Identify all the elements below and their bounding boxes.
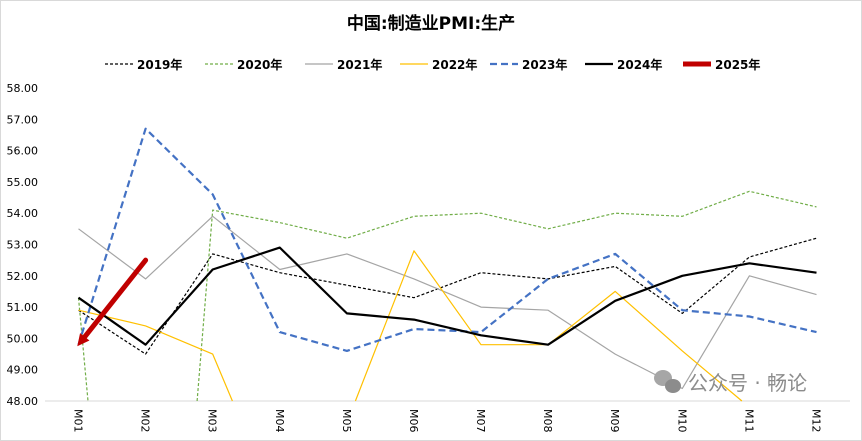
- y-tick-label: 58.00: [7, 82, 39, 95]
- x-tick-label: M03: [206, 409, 219, 433]
- x-tick-label: M01: [72, 409, 85, 433]
- y-tick-label: 49.00: [7, 364, 39, 377]
- series-line: [82, 257, 149, 340]
- x-tick-label: M08: [541, 409, 554, 433]
- series-line: [354, 250, 743, 402]
- wechat-icon: [654, 370, 681, 393]
- y-tick-label: 48.00: [7, 395, 39, 408]
- series-2024年: [77, 246, 817, 346]
- watermark-text: 公众号 · 畅论: [688, 371, 807, 395]
- x-tick-label: M02: [139, 409, 152, 433]
- legend-label: 2019年: [137, 57, 182, 72]
- legend-item: 2025年: [683, 57, 760, 72]
- y-tick-label: 57.00: [7, 113, 39, 126]
- series-2020年: [77, 190, 817, 402]
- series-lines: [77, 127, 817, 402]
- x-tick-label: M07: [474, 409, 487, 433]
- series-line: [78, 309, 233, 402]
- chart-title: 中国:制造业PMI:生产: [347, 13, 515, 34]
- series-2023年: [77, 127, 817, 352]
- legend-label: 2020年: [237, 57, 282, 72]
- legend: 2019年 2020年 2021年 2022年 2023年 2024年 2025年: [105, 57, 760, 72]
- series-2019年: [78, 237, 817, 355]
- y-tick-label: 50.00: [7, 332, 39, 345]
- arrow-head: [77, 333, 90, 347]
- x-tick-label: M05: [340, 409, 353, 433]
- y-axis: 48.00 49.00 50.00 51.00 52.00 53.00 54.00 55.00…: [7, 82, 39, 408]
- y-tick-label: 55.00: [7, 176, 39, 189]
- series-line: [78, 215, 817, 390]
- series-2021年: [78, 215, 817, 390]
- series-line: [196, 190, 817, 402]
- legend-label: 2022年: [432, 57, 477, 72]
- legend-item: 2019年: [105, 57, 182, 72]
- legend-item: 2024年: [585, 57, 662, 72]
- series-line: [77, 246, 817, 346]
- plot-area: [77, 127, 817, 402]
- legend-item: 2022年: [400, 57, 477, 72]
- legend-item: 2023年: [490, 57, 567, 72]
- legend-label: 2024年: [617, 57, 662, 72]
- legend-label: 2025年: [715, 57, 760, 72]
- x-tick-label: M09: [608, 409, 621, 433]
- x-tick-label: M12: [809, 409, 822, 433]
- y-tick-label: 51.00: [7, 301, 39, 314]
- x-axis: M01 M02 M03 M04 M05 M06 M07 M08 M09 M10 M11 M12: [45, 400, 850, 433]
- y-tick-label: 53.00: [7, 239, 39, 252]
- series-2025年: [77, 257, 149, 347]
- y-tick-label: 54.00: [7, 207, 39, 220]
- x-tick-label: M11: [742, 409, 755, 433]
- series-2022年: [78, 250, 743, 402]
- x-tick-label: M10: [675, 409, 688, 433]
- x-tick-label: M06: [407, 409, 420, 433]
- watermark: 公众号 · 畅论: [654, 370, 807, 395]
- series-line: [77, 127, 817, 352]
- legend-item: 2021年: [305, 57, 382, 72]
- y-tick-label: 52.00: [7, 270, 39, 283]
- x-tick-label: M04: [273, 409, 286, 433]
- legend-item: 2020年: [205, 57, 282, 72]
- legend-label: 2023年: [522, 57, 567, 72]
- y-tick-label: 56.00: [7, 145, 39, 158]
- series-line: [78, 237, 817, 355]
- series-line: [77, 297, 89, 402]
- legend-label: 2021年: [337, 57, 382, 72]
